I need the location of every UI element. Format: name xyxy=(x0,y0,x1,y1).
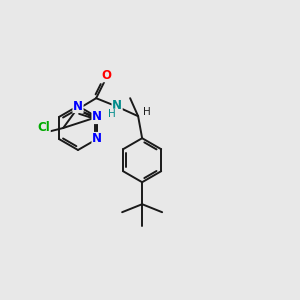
Text: N: N xyxy=(92,110,102,124)
Text: N: N xyxy=(112,99,122,112)
Text: H: H xyxy=(143,107,151,117)
Text: H: H xyxy=(108,109,116,119)
Text: Cl: Cl xyxy=(38,122,50,134)
Text: N: N xyxy=(92,133,102,146)
Text: O: O xyxy=(101,69,111,82)
Text: N: N xyxy=(73,100,83,112)
